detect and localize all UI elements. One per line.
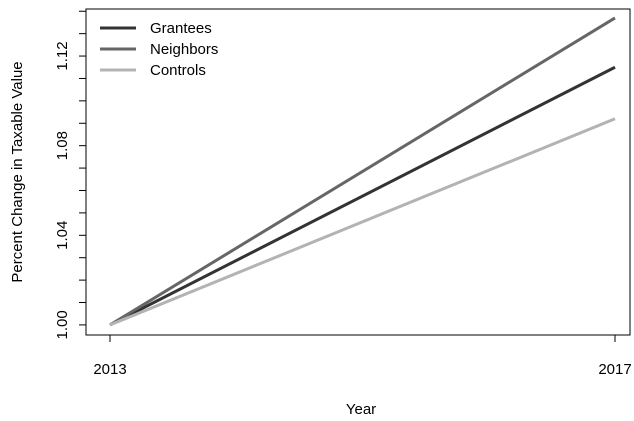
y-axis-title: Percent Change in Taxable Value xyxy=(9,61,26,282)
x-tick-label: 2017 xyxy=(598,361,631,378)
y-tick-label: 1.00 xyxy=(54,310,71,339)
legend-label-controls: Controls xyxy=(150,62,206,79)
legend-label-neighbors: Neighbors xyxy=(150,41,218,58)
y-tick-label: 1.12 xyxy=(54,41,71,70)
x-tick-label: 2013 xyxy=(93,361,126,378)
y-tick-label: 1.08 xyxy=(54,131,71,160)
series-line-grantees xyxy=(109,65,616,327)
legend: Grantees Neighbors Controls xyxy=(100,20,218,79)
plot-frame xyxy=(85,8,631,336)
series-lines xyxy=(109,16,616,327)
series-line-neighbors xyxy=(109,16,616,327)
series-line-controls xyxy=(109,117,616,327)
legend-label-grantees: Grantees xyxy=(150,20,212,37)
x-axis-title: Year xyxy=(346,401,376,418)
y-axis: 1.00 1.04 1.08 1.12 xyxy=(54,10,86,340)
y-tick-label: 1.04 xyxy=(54,221,71,250)
x-axis: 2013 2017 xyxy=(93,335,632,378)
